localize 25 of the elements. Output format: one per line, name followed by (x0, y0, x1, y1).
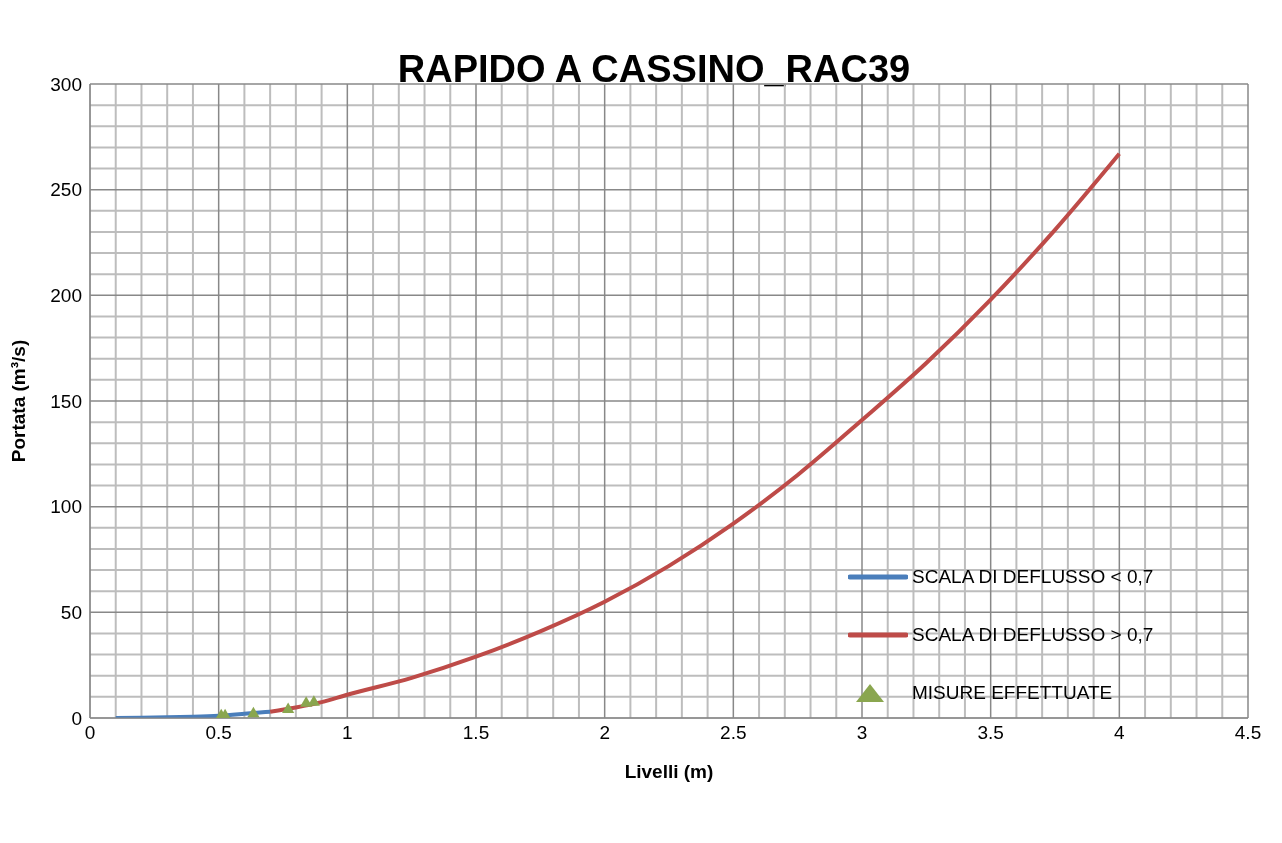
x-tick-label: 2 (599, 722, 610, 744)
legend-label: SCALA DI DEFLUSSO < 0,7 (912, 566, 1154, 588)
y-tick-label: 0 (71, 707, 82, 729)
x-tick-label: 1.5 (462, 722, 490, 744)
line-series (268, 151, 1122, 714)
y-axis-title: Portata (m³/s) (7, 339, 29, 463)
y-tick-label: 100 (50, 496, 82, 518)
legend-label: MISURE EFFETTUATE (912, 682, 1113, 704)
x-tick-label: 4 (1114, 722, 1126, 744)
y-tick-label: 250 (50, 179, 82, 201)
chart-title: RAPIDO A CASSINO_RAC39 (397, 48, 911, 90)
line-series (113, 709, 273, 718)
x-axis-title: Livelli (m) (624, 761, 714, 782)
x-tick-label: 3.5 (977, 722, 1004, 744)
x-tick-label: 2.5 (720, 722, 747, 744)
y-tick-label: 150 (50, 390, 82, 412)
x-tick-label: 4.5 (1234, 722, 1262, 744)
x-tick-label: 3 (856, 722, 868, 744)
x-tick-label: 0.5 (205, 722, 232, 744)
legend-label: SCALA DI DEFLUSSO > 0,7 (912, 624, 1154, 646)
y-tick-label: 50 (60, 602, 82, 624)
x-tick-label: 0 (84, 722, 96, 744)
y-tick-label: 200 (50, 285, 82, 307)
x-tick-label: 1 (342, 722, 353, 744)
y-tick-label: 300 (50, 73, 82, 95)
